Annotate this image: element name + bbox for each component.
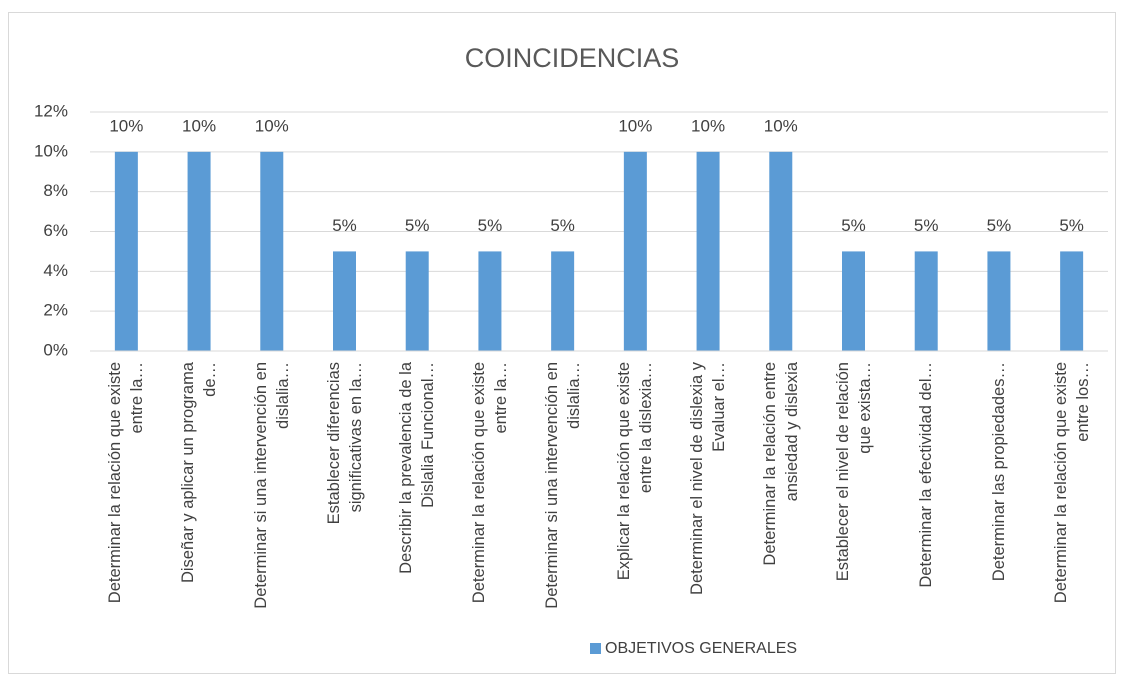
x-tick-label: Determinar la relación que existe entre …: [469, 362, 510, 604]
data-label: 10%: [255, 116, 289, 135]
x-tick-label: Determinar la relación entre ansiedad y …: [760, 362, 801, 566]
bar: [333, 251, 356, 351]
bar: [987, 251, 1011, 351]
bar: [551, 251, 575, 351]
y-tick-label: 12%: [34, 101, 68, 120]
y-tick-label: 4%: [43, 261, 68, 280]
data-label: 5%: [550, 216, 575, 235]
bar: [187, 151, 211, 351]
legend-swatch: [590, 643, 601, 654]
data-label: 5%: [987, 216, 1012, 235]
chart-title: COINCIDENCIAS: [465, 43, 680, 73]
bar: [260, 151, 284, 351]
legend-label: OBJETIVOS GENERALES: [605, 640, 797, 657]
bar: [696, 151, 720, 351]
x-tick-label: Establecer diferencias significativas en…: [324, 362, 365, 525]
y-tick-label: 2%: [43, 301, 68, 320]
x-tick-label: Establecer el nivel de relación que exis…: [833, 362, 874, 582]
bar: [478, 251, 502, 351]
bar: [914, 251, 938, 351]
x-tick-label: Determinar si una intervención en dislal…: [542, 362, 583, 609]
data-label: 5%: [841, 216, 866, 235]
x-tick-label: Determinar el nivel de dislexia y Evalua…: [688, 362, 729, 595]
x-tick-label: Describir la prevalencia de la Dislalia …: [397, 362, 438, 574]
x-tick-label: Determinar la relación que existe entre …: [1051, 362, 1092, 604]
x-tick-label: Determinar la relación que existe entre …: [106, 362, 147, 604]
y-tick-label: 10%: [34, 141, 68, 160]
bar: [405, 251, 429, 351]
bar: [842, 251, 865, 351]
data-label: 5%: [914, 216, 939, 235]
bar: [1060, 251, 1084, 351]
bar: [769, 151, 793, 351]
bar: [114, 151, 138, 351]
bar: [623, 151, 647, 351]
y-tick-label: 6%: [43, 221, 68, 240]
data-label: 10%: [618, 116, 652, 135]
data-label: 10%: [691, 116, 725, 135]
data-label: 5%: [405, 216, 430, 235]
data-label: 10%: [182, 116, 216, 135]
x-tick-label: Determinar la efectividad del…: [917, 362, 936, 588]
x-tick-label: Diseñar y aplicar un programa de…: [179, 362, 220, 584]
data-label: 5%: [332, 216, 357, 235]
data-label: 10%: [109, 116, 143, 135]
data-label: 10%: [764, 116, 798, 135]
data-label: 5%: [478, 216, 503, 235]
data-label: 5%: [1059, 216, 1084, 235]
x-tick-label: Determinar las propiedades…: [989, 362, 1008, 582]
x-tick-label: Explicar la relación que existe entre la…: [615, 362, 656, 581]
y-tick-label: 0%: [43, 340, 68, 359]
x-tick-label: Determinar si una intervención en dislal…: [251, 362, 292, 609]
y-tick-label: 8%: [43, 181, 68, 200]
